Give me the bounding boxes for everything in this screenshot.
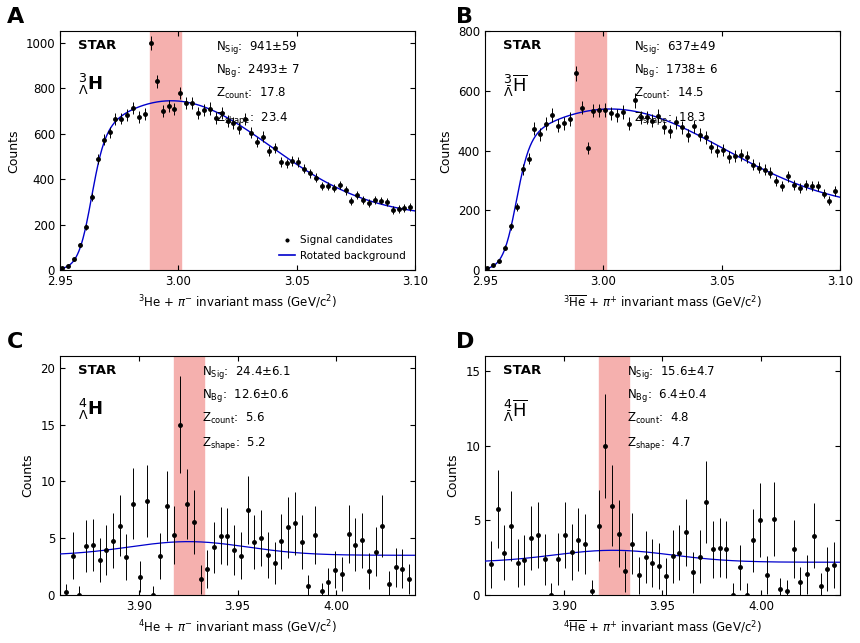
Text: N$_{\rm Sig}$:  24.4±6.1: N$_{\rm Sig}$: 24.4±6.1 bbox=[202, 363, 291, 381]
X-axis label: $^{3}$He + $\pi^{-}$ invariant mass (GeV/c$^{2}$): $^{3}$He + $\pi^{-}$ invariant mass (GeV… bbox=[138, 293, 337, 311]
Text: N$_{\rm Bg}$:  12.6±0.6: N$_{\rm Bg}$: 12.6±0.6 bbox=[202, 388, 290, 404]
Text: Z$_{\rm shape}$:  18.3: Z$_{\rm shape}$: 18.3 bbox=[634, 110, 706, 127]
Legend: Signal candidates, Rotated background: Signal candidates, Rotated background bbox=[275, 231, 410, 265]
Text: Z$_{\rm shape}$:  4.7: Z$_{\rm shape}$: 4.7 bbox=[627, 435, 691, 452]
Text: D: D bbox=[457, 332, 475, 352]
Text: N$_{\rm Sig}$:  15.6±4.7: N$_{\rm Sig}$: 15.6±4.7 bbox=[627, 363, 716, 381]
Text: N$_{\rm Bg}$:  1738± 6: N$_{\rm Bg}$: 1738± 6 bbox=[634, 62, 718, 80]
Text: Z$_{\rm count}$:  17.8: Z$_{\rm count}$: 17.8 bbox=[216, 86, 286, 102]
Text: $^{3}_{\bar{\Lambda}}\overline{\rm H}$: $^{3}_{\bar{\Lambda}}\overline{\rm H}$ bbox=[502, 72, 527, 99]
Text: STAR: STAR bbox=[502, 39, 541, 51]
Bar bbox=[175, 356, 204, 595]
Text: Z$_{\rm shape}$:  5.2: Z$_{\rm shape}$: 5.2 bbox=[202, 435, 266, 452]
Text: STAR: STAR bbox=[502, 363, 541, 377]
Text: $^{4}_{\Lambda}$H: $^{4}_{\Lambda}$H bbox=[77, 397, 102, 422]
Bar bbox=[150, 32, 181, 270]
Y-axis label: Counts: Counts bbox=[439, 129, 452, 172]
Text: STAR: STAR bbox=[77, 363, 116, 377]
Y-axis label: Counts: Counts bbox=[446, 454, 459, 498]
X-axis label: $^{3}\overline{\rm He}$ + $\pi^{+}$ invariant mass (GeV/c$^{2}$): $^{3}\overline{\rm He}$ + $\pi^{+}$ inva… bbox=[563, 293, 762, 311]
Text: Z$_{\rm count}$:  5.6: Z$_{\rm count}$: 5.6 bbox=[202, 412, 265, 426]
Text: Z$_{\rm count}$:  4.8: Z$_{\rm count}$: 4.8 bbox=[627, 412, 690, 426]
Y-axis label: Counts: Counts bbox=[7, 129, 20, 172]
Text: N$_{\rm Sig}$:  941±59: N$_{\rm Sig}$: 941±59 bbox=[216, 39, 298, 55]
Bar bbox=[574, 32, 605, 270]
Y-axis label: Counts: Counts bbox=[22, 454, 34, 498]
Text: N$_{\rm Sig}$:  637±49: N$_{\rm Sig}$: 637±49 bbox=[634, 39, 716, 55]
X-axis label: $^{4}\overline{\rm He}$ + $\pi^{+}$ invariant mass (GeV/c$^{2}$): $^{4}\overline{\rm He}$ + $\pi^{+}$ inva… bbox=[563, 619, 762, 635]
Text: Z$_{\rm shape}$:  23.4: Z$_{\rm shape}$: 23.4 bbox=[216, 110, 289, 127]
Text: A: A bbox=[7, 6, 24, 26]
Text: C: C bbox=[7, 332, 23, 352]
Text: $^{3}_{\Lambda}$H: $^{3}_{\Lambda}$H bbox=[77, 72, 102, 97]
Text: $^{4}_{\bar{\Lambda}}\overline{\rm H}$: $^{4}_{\bar{\Lambda}}\overline{\rm H}$ bbox=[502, 397, 527, 424]
Text: N$_{\rm Bg}$:  6.4±0.4: N$_{\rm Bg}$: 6.4±0.4 bbox=[627, 388, 707, 404]
Text: Z$_{\rm count}$:  14.5: Z$_{\rm count}$: 14.5 bbox=[634, 86, 704, 102]
Bar bbox=[599, 356, 629, 595]
Text: STAR: STAR bbox=[77, 39, 116, 51]
X-axis label: $^{4}$He + $\pi^{-}$ invariant mass (GeV/c$^{2}$): $^{4}$He + $\pi^{-}$ invariant mass (GeV… bbox=[138, 619, 337, 636]
Text: N$_{\rm Bg}$:  2493± 7: N$_{\rm Bg}$: 2493± 7 bbox=[216, 62, 300, 80]
Text: B: B bbox=[457, 6, 474, 26]
